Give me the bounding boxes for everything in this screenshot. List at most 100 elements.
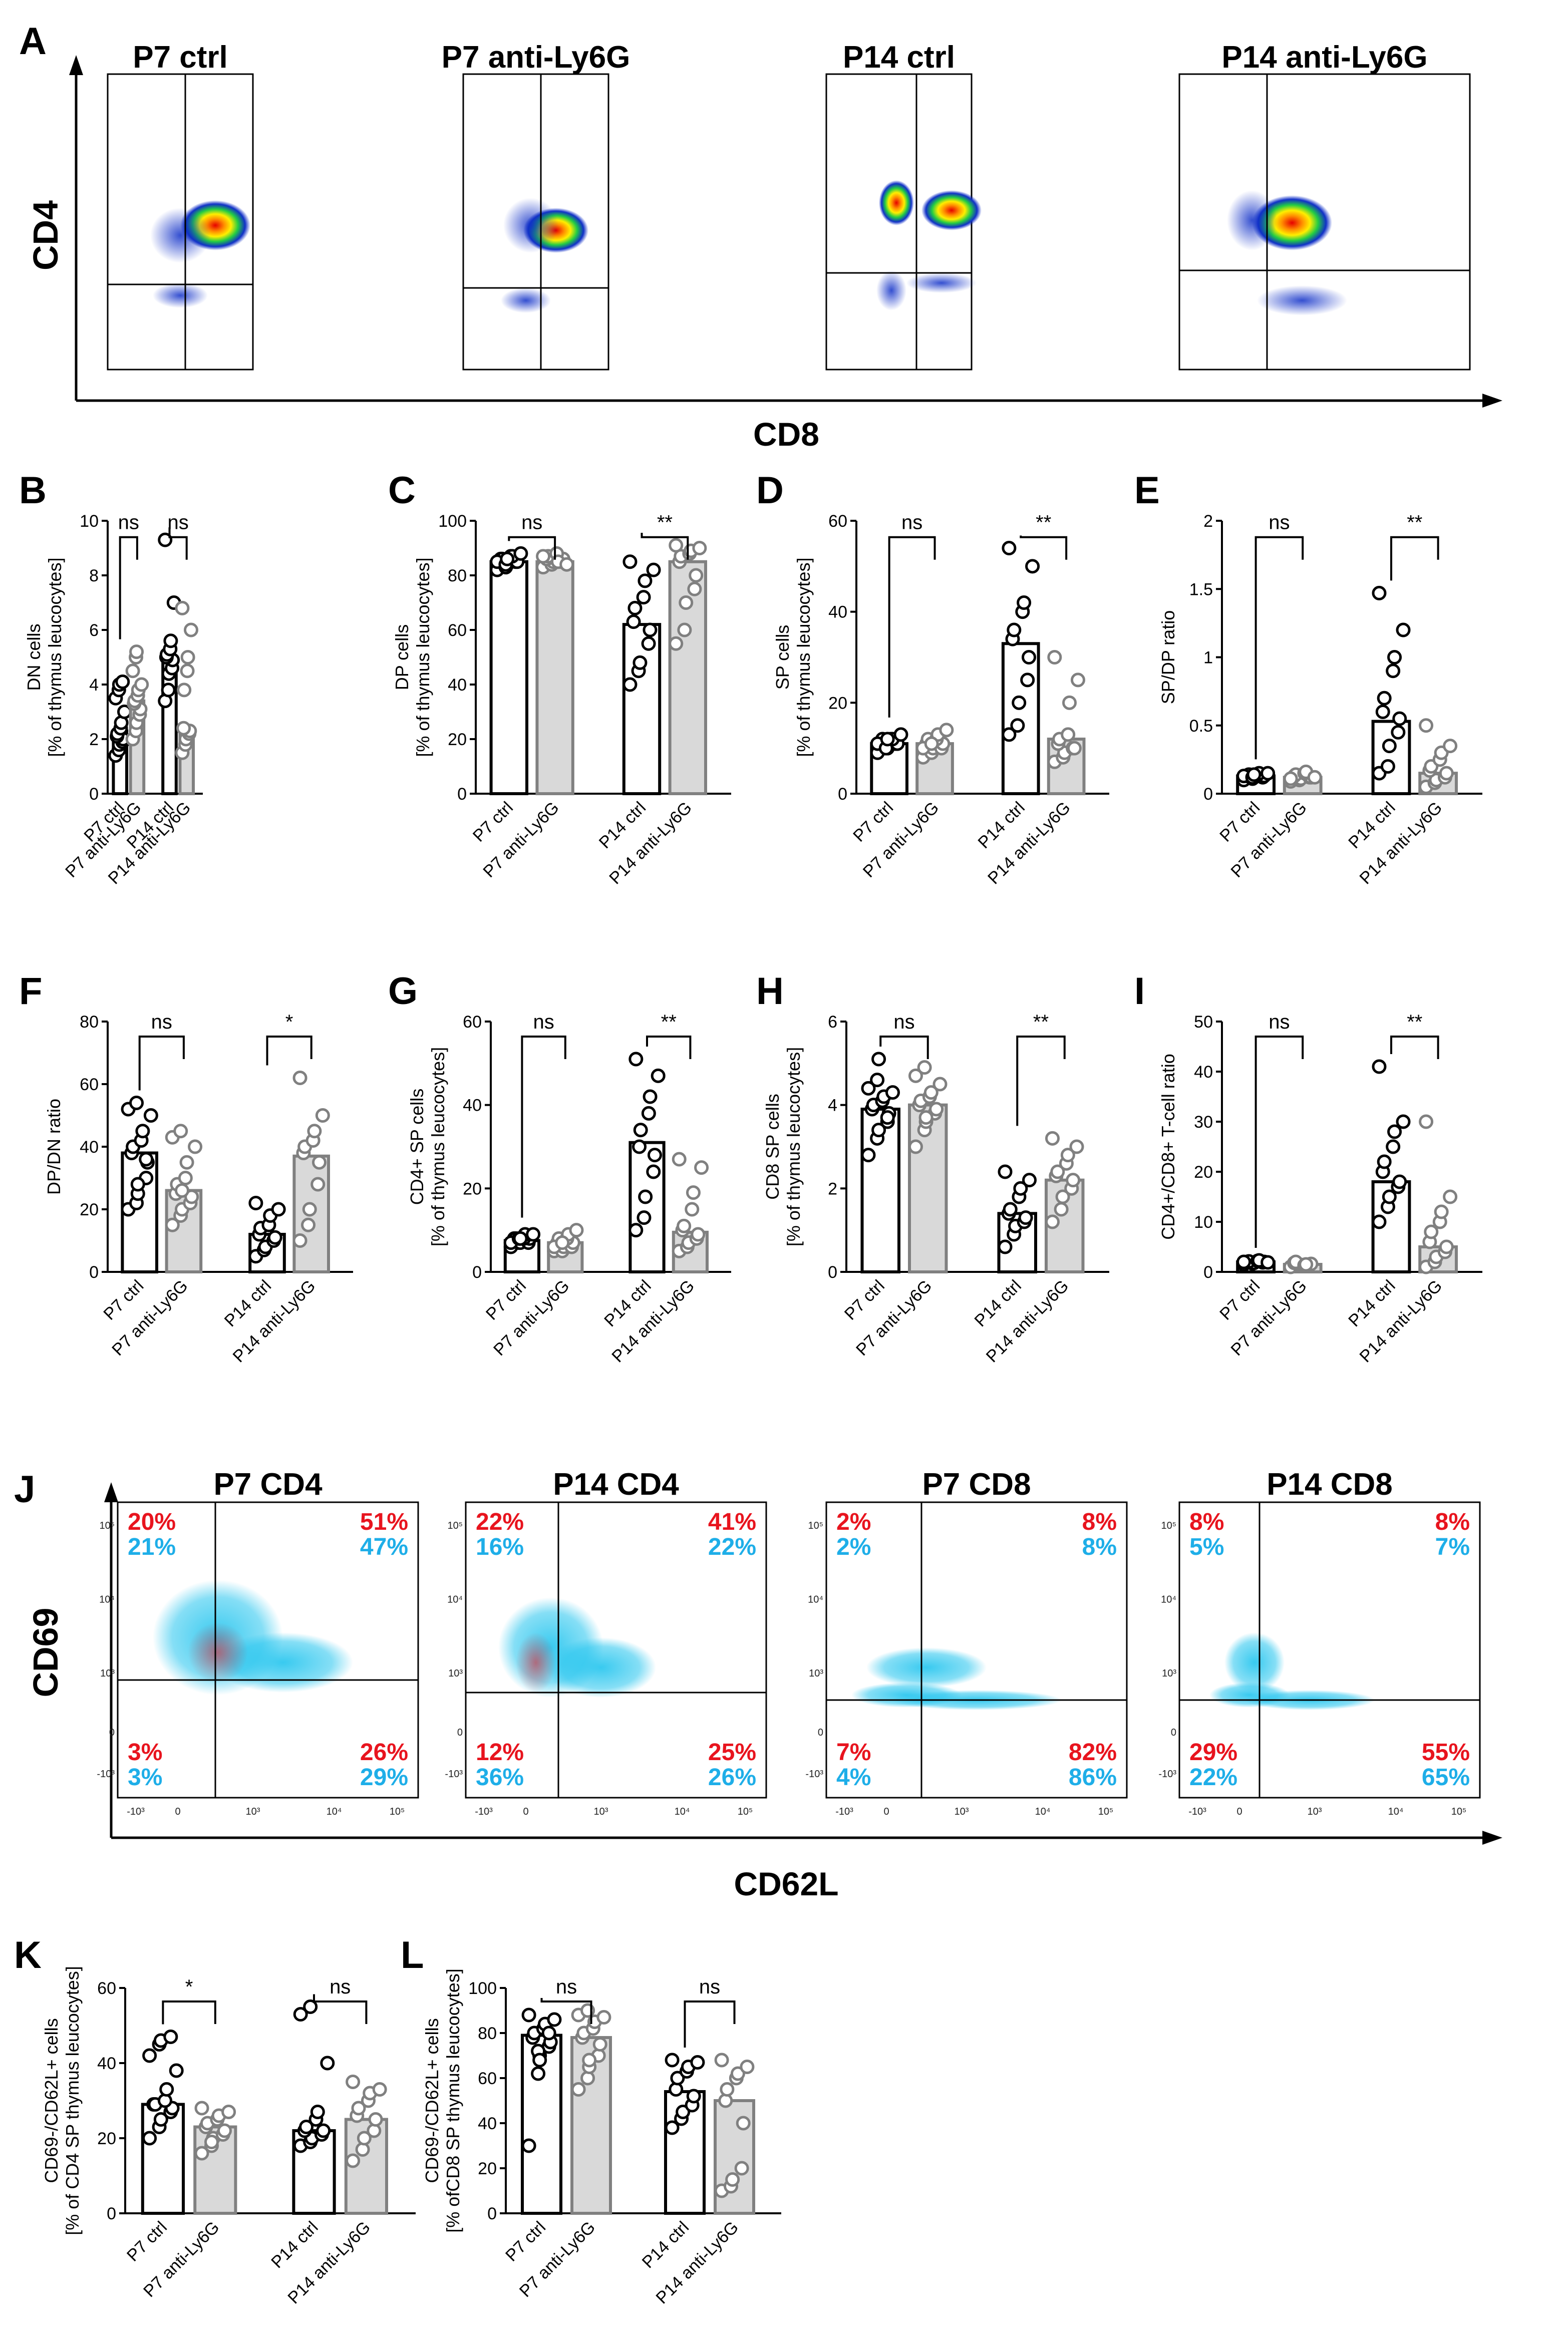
panel-letter-K: K <box>14 1934 42 1976</box>
y-tick-label: 40 <box>1194 1063 1213 1082</box>
y-tick-label: 10³ <box>809 1668 823 1679</box>
data-point <box>194 2146 209 2161</box>
significance-label: ns <box>330 1976 351 1998</box>
data-point <box>1391 725 1406 740</box>
y-axis-label: CD69-/CD62L+ cells [% of CD4 SP thymus le… <box>41 1966 83 2235</box>
data-point <box>302 1202 317 1217</box>
data-point <box>188 1139 203 1154</box>
percent-lower-right-blue: 65% <box>1422 1764 1470 1791</box>
flow-plot-title: P14 ctrl <box>843 40 955 75</box>
data-point <box>1375 705 1390 719</box>
data-point <box>1419 1114 1434 1129</box>
data-point <box>932 1077 948 1092</box>
y-axis-label: DN cells [% of thymus leucocytes] <box>24 557 65 757</box>
percent-lower-left-blue: 36% <box>476 1764 524 1791</box>
y-axis-label-line: [% ofCD8 SP thymus leucocytes] <box>443 1968 463 2233</box>
y-axis-label-line: SP cells <box>772 625 793 690</box>
data-point <box>115 675 130 690</box>
cell-density-cloud <box>153 283 208 308</box>
y-tick-label: 40 <box>80 1138 99 1157</box>
significance-bracket <box>1390 536 1439 581</box>
y-tick-label: 40 <box>97 2054 116 2073</box>
panel-J-x-axis-label: CD62L <box>734 1865 838 1902</box>
data-point <box>861 1081 876 1096</box>
data-point <box>1419 718 1434 733</box>
panel-A-x-arrowhead <box>1482 394 1502 408</box>
data-point <box>893 727 908 742</box>
y-tick-label: 2 <box>828 1179 837 1198</box>
data-point <box>1377 1154 1392 1169</box>
percent-lower-right-blue: 86% <box>1069 1764 1117 1791</box>
significance-bracket <box>1020 535 1068 560</box>
data-point <box>871 1123 886 1138</box>
data-point <box>714 2053 729 2068</box>
panel-letter-I: I <box>1134 970 1145 1013</box>
y-axis-label: SP/DP ratio <box>1158 610 1178 704</box>
y-tick-label: 30 <box>1194 1113 1213 1132</box>
data-point <box>1307 770 1322 785</box>
significance-label: * <box>185 1976 193 1998</box>
data-point <box>676 2105 691 2119</box>
significance-bracket <box>646 1036 692 1059</box>
percent-lower-right-red: 26% <box>360 1739 408 1766</box>
significance-bracket <box>1255 536 1304 760</box>
data-point <box>908 1139 923 1154</box>
flow-plot-title: P14 anti-Ly6G <box>1221 40 1427 75</box>
data-point <box>531 2066 546 2081</box>
data-point <box>267 1230 282 1245</box>
data-point <box>998 1164 1013 1179</box>
data-point <box>1396 1114 1411 1129</box>
y-tick-label: -10³ <box>445 1769 463 1780</box>
percent-upper-left-red: 8% <box>1189 1509 1224 1535</box>
data-point <box>651 1068 666 1083</box>
data-point <box>677 1218 692 1233</box>
data-point <box>1018 1210 1033 1225</box>
panel-J: J CD69 CD62L P7 CD420%21%51%47%3%3%26%29… <box>14 1467 1502 1902</box>
data-point <box>622 554 638 569</box>
data-point <box>1047 650 1062 664</box>
y-tick-label: 50 <box>1194 1013 1213 1032</box>
y-axis-label: SP cells [% of thymus leucocytes] <box>772 557 814 757</box>
significance-bracket <box>1390 1036 1439 1059</box>
y-axis-label-line: CD4+ SP cells <box>407 1089 427 1205</box>
data-point <box>592 2037 607 2052</box>
panel-letter-B: B <box>19 469 47 512</box>
y-axis-label-line: [% of CD4 SP thymus leucocytes] <box>62 1966 83 2235</box>
percent-upper-left-blue: 5% <box>1189 1534 1224 1560</box>
data-point <box>179 1155 194 1170</box>
flow-plot: P7 ctrl <box>107 40 254 371</box>
significance-bracket <box>508 536 556 560</box>
data-point <box>1002 541 1017 555</box>
data-point <box>547 2012 562 2027</box>
significance-bracket <box>1255 1036 1304 1248</box>
flow-plot: P14 anti-Ly6G <box>1178 40 1471 371</box>
data-point <box>135 1124 150 1139</box>
flow-plot: P14 ctrl <box>825 40 982 371</box>
data-point <box>665 2053 680 2068</box>
x-tick-label: P14 ctrl <box>267 2218 322 2272</box>
data-point <box>923 1085 938 1100</box>
data-point <box>885 1085 900 1100</box>
x-tick-label: 10⁵ <box>1451 1806 1467 1817</box>
significance-bracket <box>168 527 188 560</box>
data-point <box>532 2053 547 2068</box>
data-point <box>316 2123 331 2138</box>
data-point <box>1054 1202 1069 1217</box>
bar <box>489 560 528 795</box>
percent-lower-left-blue: 4% <box>836 1764 871 1791</box>
flow-plots-A: P7 ctrl P7 anti-Ly6G P14 ctrl P14 anti-Ly6G <box>107 40 1471 371</box>
y-tick-label: 0 <box>1171 1727 1176 1738</box>
data-point <box>310 1177 326 1192</box>
significance-label: ns <box>556 1976 577 1998</box>
panel-letter-L: L <box>401 1934 424 1976</box>
data-point <box>165 1217 180 1232</box>
data-point <box>918 1110 933 1125</box>
bar <box>1001 642 1040 795</box>
data-point <box>153 2112 168 2127</box>
data-point <box>521 2138 536 2153</box>
data-point <box>1050 1164 1065 1179</box>
cell-density-cloud <box>1224 1632 1285 1693</box>
percent-upper-right-red: 8% <box>1435 1509 1470 1535</box>
y-tick-label: 0 <box>457 1727 463 1738</box>
